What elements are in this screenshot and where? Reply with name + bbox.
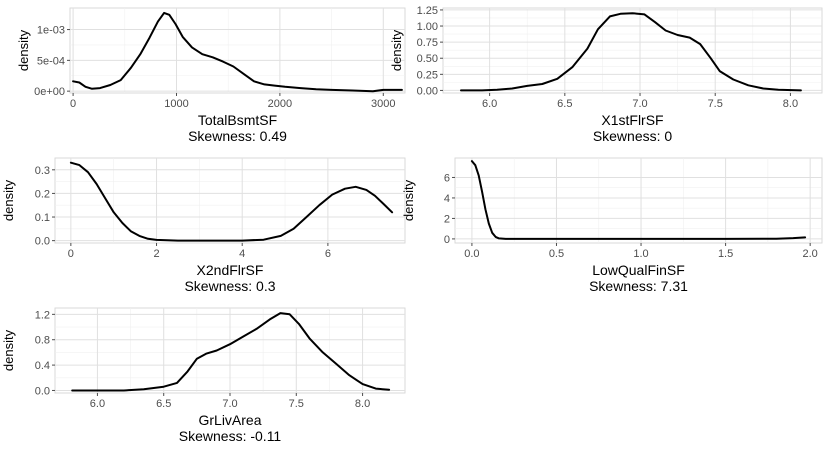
x-tick-label: 6.5 <box>156 398 171 410</box>
y-tick-label: 2 <box>444 213 450 225</box>
y-tick-label: 0.25 <box>417 69 438 81</box>
x-tick-label: 6.0 <box>482 98 497 110</box>
y-axis-title: density <box>1 179 16 221</box>
y-tick-label: 0.4 <box>35 360 50 372</box>
y-tick-label: 0.50 <box>417 53 438 65</box>
y-tick-label: 0.8 <box>35 335 50 347</box>
x-tick-label: 2.0 <box>803 248 818 260</box>
x-tick-label: 7.5 <box>708 98 723 110</box>
x-tick-label: 8.0 <box>783 98 798 110</box>
x-axis-title: X2ndFlrSF <box>197 262 264 278</box>
y-tick-label: 5e-04 <box>37 55 65 67</box>
density-curve <box>69 161 394 242</box>
x-tick-label: 0.0 <box>464 248 479 260</box>
x-tick-label: 0 <box>68 248 74 260</box>
density-curve <box>470 160 807 240</box>
x-tick-label: 2000 <box>268 98 292 110</box>
x-tick-label: 3000 <box>371 98 395 110</box>
x-tick-label: 6.0 <box>90 398 105 410</box>
skewness-label: Skewness: 7.31 <box>589 278 688 294</box>
x-axis-title: X1stFlrSF <box>601 112 663 128</box>
panel-totalbsmtsf: 0 1000 2000 3000 0e+00 5e-04 1e-03 density Total… <box>16 7 406 144</box>
skewness-label: Skewness: -0.11 <box>179 428 282 444</box>
y-tick-label: 1e-03 <box>37 25 65 37</box>
density-curve <box>72 11 403 93</box>
y-tick-label: 4 <box>444 193 450 205</box>
x-tick-label: 0.5 <box>549 248 564 260</box>
plot-area <box>442 7 823 94</box>
x-tick-label: 7.0 <box>222 398 237 410</box>
density-curve <box>460 12 802 92</box>
x-tick-label: 6.5 <box>557 98 572 110</box>
y-tick-label: 0.75 <box>417 37 438 49</box>
skewness-label: Skewness: 0.3 <box>184 278 275 294</box>
y-axis-title: density <box>1 329 16 371</box>
density-curve <box>71 312 391 392</box>
x-tick-label: 1000 <box>164 98 188 110</box>
y-axis-title: density <box>389 29 404 71</box>
x-tick-label: 2 <box>153 248 159 260</box>
skewness-label: Skewness: 0.49 <box>188 128 287 144</box>
panel-lowqualfinsf: 0.0 0.5 1.0 1.5 2.0 0 2 4 6 density LowQualFinSFSk… <box>401 157 823 294</box>
panel-grlivarea: 6.0 6.5 7.0 7.5 8.0 0.0 0.4 0.8 1.2 density GrLivA… <box>1 307 406 444</box>
plot-area <box>454 157 823 244</box>
y-tick-label: 0.1 <box>35 212 50 224</box>
y-tick-label: 1.25 <box>417 5 438 17</box>
x-axis-title: LowQualFinSF <box>592 262 685 278</box>
y-axis-title: density <box>16 29 31 71</box>
plot-area <box>69 7 406 94</box>
x-tick-label: 1.5 <box>718 248 733 260</box>
x-tick-label: 4 <box>239 248 245 260</box>
skewness-label: Skewness: 0 <box>593 128 673 144</box>
y-tick-label: 0 <box>444 234 450 246</box>
x-tick-label: 1.0 <box>633 248 648 260</box>
x-axis-title: GrLivArea <box>198 412 261 428</box>
y-tick-label: 0.2 <box>35 188 50 200</box>
x-axis-title: TotalBsmtSF <box>198 112 277 128</box>
y-tick-label: 6 <box>444 172 450 184</box>
panel-x2ndflrsf: 0 2 4 6 0.0 0.1 0.2 0.3 density X2ndFlrSFSkewness… <box>1 157 406 294</box>
y-tick-label: 0e+00 <box>34 86 65 98</box>
y-tick-label: 0.0 <box>35 385 50 397</box>
x-tick-label: 0 <box>70 98 76 110</box>
x-tick-label: 6 <box>325 248 331 260</box>
y-tick-label: 0.0 <box>35 236 50 248</box>
y-tick-label: 1.00 <box>417 21 438 33</box>
panel-x1stflrsf: 6.0 6.5 7.0 7.5 8.0 0.00 0.25 0.50 0.75 1.00 1.25 d… <box>389 5 823 144</box>
x-tick-label: 7.5 <box>289 398 304 410</box>
y-tick-label: 1.2 <box>35 309 50 321</box>
y-axis-title: density <box>401 179 416 221</box>
y-tick-label: 0.3 <box>35 165 50 177</box>
x-tick-label: 7.0 <box>632 98 647 110</box>
x-tick-label: 8.0 <box>355 398 370 410</box>
y-tick-label: 0.00 <box>417 85 438 97</box>
